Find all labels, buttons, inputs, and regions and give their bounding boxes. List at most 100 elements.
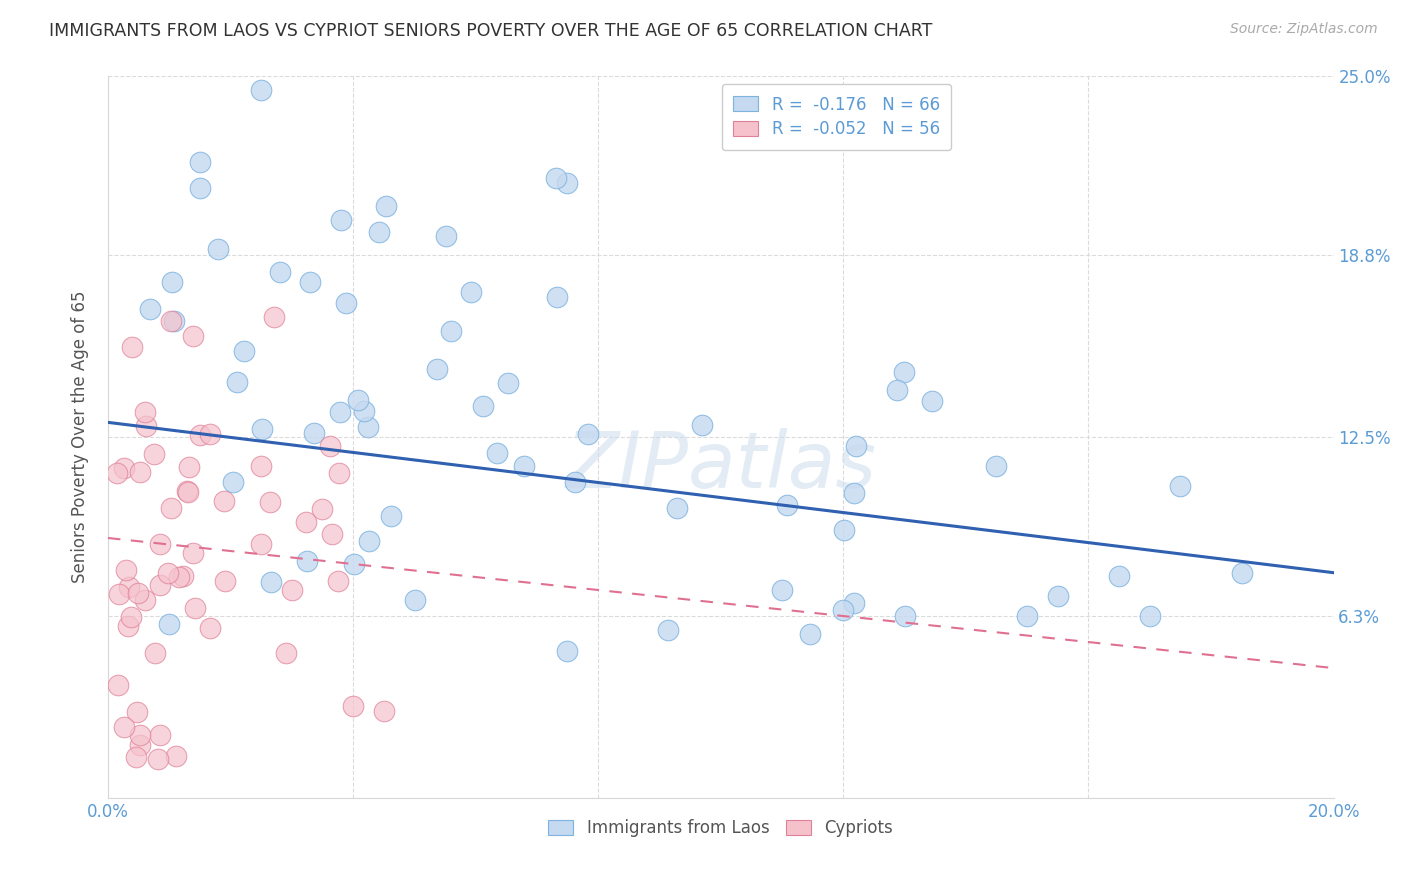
Point [169,570,191,584]
Point [295,516,318,530]
Text: ZIPatlas: ZIPatlas [565,428,876,504]
Point [328,467,350,481]
Point [342,698,364,713]
Point [770,582,793,597]
Point [212,494,235,508]
Point [188,155,211,169]
Point [188,428,211,442]
Point [207,242,229,256]
Point [143,646,166,660]
Point [177,485,200,500]
Point [486,446,509,460]
Point [127,586,149,600]
Text: Source: ZipAtlas.com: Source: ZipAtlas.com [1230,22,1378,37]
Point [198,427,221,442]
Point [250,422,273,436]
Point [125,705,148,719]
Point [214,574,236,588]
Point [149,728,172,742]
Point [1139,609,1161,624]
Point [311,502,333,516]
Point [172,569,194,583]
Point [1108,568,1130,582]
Point [512,458,534,473]
Point [263,310,285,324]
Point [576,426,599,441]
Point [112,720,135,734]
Y-axis label: Seniors Poverty Over the Age of 65: Seniors Poverty Over the Age of 65 [72,291,89,583]
Point [775,498,797,512]
Point [1046,589,1069,603]
Point [353,403,375,417]
Point [496,376,519,390]
Point [143,447,166,461]
Point [149,578,172,592]
Point [233,343,256,358]
Point [329,213,352,227]
Point [269,265,291,279]
Point [107,677,129,691]
Point [176,483,198,498]
Point [181,328,204,343]
Point [986,458,1008,473]
Point [107,466,129,480]
Point [177,460,200,475]
Point [134,593,156,607]
Point [181,546,204,560]
Point [832,603,855,617]
Point [404,593,426,607]
Point [373,705,395,719]
Point [120,610,142,624]
Point [184,601,207,615]
Point [893,609,915,624]
Point [1230,566,1253,580]
Point [1168,479,1191,493]
Point [222,475,245,489]
Point [472,399,495,413]
Point [118,580,141,594]
Point [295,554,318,568]
Point [298,275,321,289]
Point [842,596,865,610]
Point [329,405,352,419]
Point [426,361,449,376]
Point [165,748,187,763]
Point [460,285,482,299]
Point [117,619,139,633]
Point [146,752,169,766]
Point [555,176,578,190]
Point [250,458,273,473]
Point [163,314,186,328]
Text: IMMIGRANTS FROM LAOS VS CYPRIOT SENIORS POVERTY OVER THE AGE OF 65 CORRELATION C: IMMIGRANTS FROM LAOS VS CYPRIOT SENIORS … [49,22,932,40]
Point [347,392,370,407]
Point [107,587,129,601]
Point [129,738,152,752]
Point [302,425,325,440]
Point [546,290,568,304]
Point [368,225,391,239]
Point [375,198,398,212]
Legend: Immigrants from Laos, Cypriots: Immigrants from Laos, Cypriots [541,813,900,844]
Point [564,475,586,489]
Point [112,460,135,475]
Point [326,574,349,588]
Point [842,486,865,500]
Point [149,536,172,550]
Point [259,494,281,508]
Point [139,301,162,316]
Point [921,394,943,409]
Point [124,749,146,764]
Point [121,340,143,354]
Point [380,508,402,523]
Point [225,375,247,389]
Point [692,418,714,433]
Point [335,295,357,310]
Point [281,582,304,597]
Point [135,419,157,434]
Point [160,500,183,515]
Point [160,314,183,328]
Point [440,324,463,338]
Point [129,728,152,742]
Point [832,523,855,537]
Point [319,439,342,453]
